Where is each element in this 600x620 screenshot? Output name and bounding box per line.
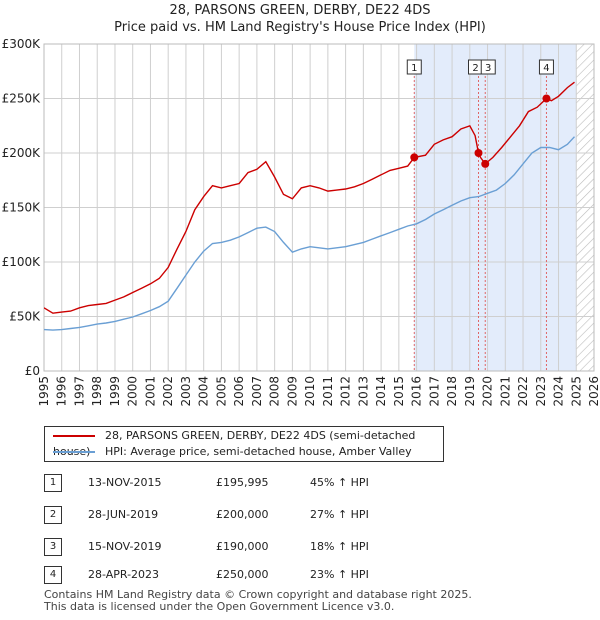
y-tick-label: £200K (2, 146, 42, 160)
sale-marker-lines (413, 72, 547, 371)
sale-date: 13-NOV-2015 (88, 476, 162, 489)
x-tick-label: 2009 (285, 376, 299, 407)
sale-marker-box (538, 59, 554, 75)
hpi-line-swatch (53, 451, 95, 453)
y-tick-label: £250K (2, 92, 42, 106)
table-row: 3 15-NOV-2019 £190,000 18% ↑ HPI (44, 538, 444, 556)
sale-point (410, 153, 419, 162)
sale-point (481, 159, 490, 168)
x-tick-label: 2012 (339, 376, 353, 407)
x-tick-label: 2003 (179, 376, 193, 407)
legend-item-property: 28, PARSONS GREEN, DERBY, DE22 4DS (semi… (53, 428, 443, 458)
x-axis-ticks: 1995 1996 1997 1998 1999 2000 2001 2002 2003 2004… (37, 376, 600, 407)
sale-date: 28-APR-2023 (88, 568, 160, 581)
sale-number-badge: 4 (44, 566, 62, 584)
x-tick-label: 2023 (534, 376, 548, 407)
sale-marker-box (480, 59, 496, 75)
footer-notice: Contains HM Land Registry data © Crown c… (44, 589, 472, 613)
sale-price: £250,000 (216, 568, 269, 581)
x-tick-label: 2021 (498, 376, 512, 407)
x-tick-label: 2006 (232, 376, 246, 407)
chart-title-line1: 28, PARSONS GREEN, DERBY, DE22 4DS (169, 3, 431, 18)
sale-date: 15-NOV-2019 (88, 540, 162, 553)
x-tick-label: 2019 (463, 376, 477, 407)
y-tick-label: £50K (9, 310, 41, 324)
chart-title: 28, PARSONS GREEN, DERBY, DE22 4DS Price… (0, 2, 600, 36)
sale-hpi-diff: 18% ↑ HPI (310, 540, 369, 553)
sale-marker-label: 4 (543, 63, 549, 74)
property-line-swatch (53, 435, 95, 437)
y-axis-ticks: £0 £50K £100K £150K £200K £250K £300K (2, 37, 42, 378)
x-tick-label: 1998 (90, 376, 104, 407)
x-tick-label: 2015 (392, 376, 406, 407)
table-row: 1 13-NOV-2015 £195,995 45% ↑ HPI (44, 474, 444, 492)
x-tick-label: 2000 (126, 376, 140, 407)
x-tick-label: 2025 (569, 376, 583, 407)
x-tick-label: 2020 (481, 376, 495, 407)
sale-marker-label: 1 (411, 63, 417, 74)
x-tick-label: 2018 (445, 376, 459, 407)
sale-date: 28-JUN-2019 (88, 508, 159, 521)
footer-line2: This data is licensed under the Open Gov… (44, 600, 395, 613)
x-tick-label: 1995 (37, 376, 51, 407)
x-tick-label: 2001 (143, 376, 157, 407)
y-tick-label: £0 (25, 364, 40, 378)
sale-price: £190,000 (216, 540, 269, 553)
sale-number-badge: 3 (44, 538, 62, 556)
x-tick-label: 2022 (516, 376, 530, 407)
hpi-series-line (44, 136, 576, 331)
x-tick-label: 2017 (427, 376, 441, 407)
x-tick-label: 1996 (55, 376, 69, 407)
x-tick-label: 1999 (108, 376, 122, 407)
legend: 28, PARSONS GREEN, DERBY, DE22 4DS (semi… (44, 426, 444, 462)
y-tick-label: £300K (2, 37, 42, 51)
x-tick-label: 2026 (587, 376, 600, 407)
sale-hpi-diff: 23% ↑ HPI (310, 568, 369, 581)
x-tick-label: 2010 (303, 376, 317, 407)
sale-marker-label: 2 (472, 63, 478, 74)
x-tick-label: 2002 (161, 376, 175, 407)
sale-point (542, 94, 551, 103)
x-tick-label: 2011 (321, 376, 335, 407)
plot-frame (43, 43, 595, 372)
legend-item-hpi: HPI: Average price, semi-detached house,… (53, 444, 412, 460)
x-tick-label: 2007 (250, 376, 264, 407)
sale-marker-label: 3 (485, 63, 491, 74)
sale-hpi-diff: 45% ↑ HPI (310, 476, 369, 489)
sale-price: £195,995 (216, 476, 269, 489)
y-tick-label: £150K (2, 201, 42, 215)
x-tick-label: 2024 (552, 376, 566, 407)
sale-price: £200,000 (216, 508, 269, 521)
sale-points (410, 94, 551, 168)
sale-hpi-diff: 27% ↑ HPI (310, 508, 369, 521)
x-tick-label: 2004 (197, 376, 211, 407)
x-tick-label: 2014 (374, 376, 388, 407)
table-row: 4 28-APR-2023 £250,000 23% ↑ HPI (44, 566, 444, 584)
x-tick-label: 2013 (356, 376, 370, 407)
sale-number-badge: 2 (44, 506, 62, 524)
x-tick-label: 1997 (72, 376, 86, 407)
footer-line1: Contains HM Land Registry data © Crown c… (44, 588, 472, 601)
sale-marker-box (406, 59, 422, 75)
property-series-line (44, 81, 575, 314)
y-tick-label: £100K (2, 255, 42, 269)
table-row: 2 28-JUN-2019 £200,000 27% ↑ HPI (44, 506, 444, 524)
sale-point (474, 149, 483, 157)
chart-title-line2: Price paid vs. HM Land Registry's House … (114, 20, 486, 35)
x-tick-label: 2008 (268, 376, 282, 407)
x-tick-label: 2016 (410, 376, 424, 407)
legend-label-hpi: HPI: Average price, semi-detached house,… (105, 445, 412, 458)
sale-number-badge: 1 (44, 474, 62, 492)
x-tick-label: 2005 (214, 376, 228, 407)
